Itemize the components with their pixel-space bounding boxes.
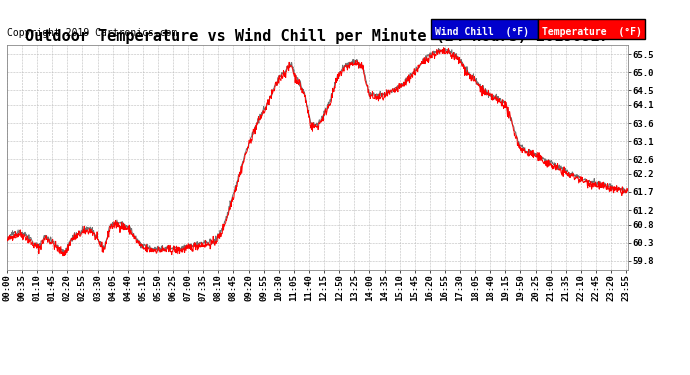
Text: Temperature  (°F): Temperature (°F): [542, 27, 642, 37]
Text: Copyright 2019 Cartronics.com: Copyright 2019 Cartronics.com: [7, 28, 177, 38]
Title: Outdoor Temperature vs Wind Chill per Minute (24 Hours) 20190927: Outdoor Temperature vs Wind Chill per Mi…: [26, 28, 609, 44]
Text: Wind Chill  (°F): Wind Chill (°F): [435, 27, 529, 37]
